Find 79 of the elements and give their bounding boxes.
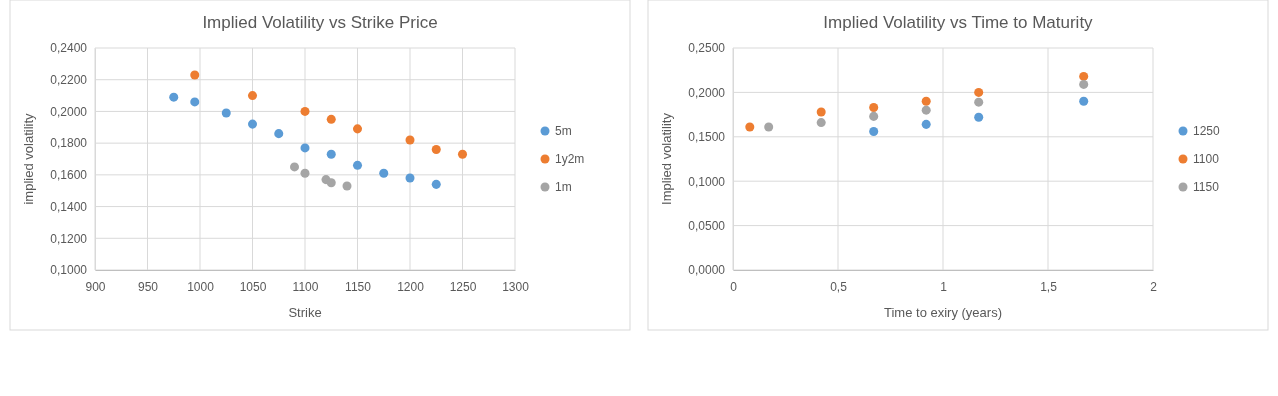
point — [190, 70, 200, 80]
x-axis-title: Strike — [288, 305, 322, 320]
point — [974, 97, 984, 107]
legend-label: 1250 — [1193, 124, 1221, 138]
legend-label: 5m — [555, 124, 572, 138]
point — [816, 107, 826, 117]
legend-label: 1m — [555, 180, 572, 194]
point — [169, 92, 179, 102]
x-tick-label: 1100 — [292, 279, 319, 294]
point — [816, 118, 826, 128]
y-axis-title: implied volatility — [21, 112, 36, 205]
point — [921, 119, 931, 129]
x-tick-label: 1150 — [345, 279, 372, 294]
point — [921, 96, 931, 106]
y-tick-label: 0,2000 — [688, 85, 726, 100]
point — [745, 122, 755, 132]
point — [974, 87, 984, 97]
chart-title: Implied Volatility vs Time to Maturity — [823, 13, 1094, 32]
point — [221, 108, 231, 118]
x-tick-label: 1 — [940, 279, 948, 294]
x-tick-label: 950 — [137, 279, 159, 294]
point — [300, 106, 310, 116]
y-tick-label: 0,1500 — [688, 130, 726, 145]
y-tick-label: 0,1000 — [688, 174, 726, 189]
x-tick-label: 1200 — [397, 279, 425, 294]
point — [869, 126, 879, 136]
y-tick-label: 0,0000 — [688, 263, 726, 278]
y-tick-label: 0,2500 — [688, 41, 726, 56]
x-tick-label: 1300 — [502, 279, 530, 294]
point — [326, 149, 336, 159]
x-tick-label: 1000 — [187, 279, 215, 294]
point — [352, 124, 363, 134]
point — [342, 181, 352, 191]
y-tick-label: 0,1600 — [50, 168, 88, 183]
legend-label: 1y2m — [555, 152, 585, 166]
y-tick-label: 0,1400 — [50, 199, 88, 214]
point — [190, 97, 200, 107]
y-tick-label: 0,2400 — [50, 41, 88, 56]
point — [300, 143, 310, 153]
point — [274, 129, 284, 139]
point — [921, 105, 931, 115]
legend-label: 1150 — [1193, 180, 1220, 194]
x-axis-title: Time to exiry (years) — [884, 305, 1002, 320]
point — [300, 168, 310, 178]
legend-label: 1100 — [1193, 152, 1220, 166]
y-tick-label: 0,2000 — [50, 104, 88, 119]
x-tick-label: 2 — [1150, 279, 1158, 294]
y-tick-label: 0,2200 — [50, 73, 88, 88]
point — [1079, 79, 1089, 89]
point — [431, 179, 441, 189]
point — [289, 162, 300, 172]
point — [431, 144, 441, 154]
y-tick-label: 0,1000 — [50, 263, 88, 278]
point — [869, 102, 879, 112]
point — [974, 112, 984, 122]
point — [1079, 71, 1089, 81]
point — [326, 178, 336, 188]
point — [405, 135, 415, 145]
x-tick-label: 900 — [85, 279, 106, 294]
x-tick-label: 0,5 — [830, 279, 848, 294]
y-tick-label: 0,0500 — [688, 218, 726, 233]
point — [326, 114, 336, 124]
x-tick-label: 0 — [730, 279, 738, 294]
y-tick-label: 0,1200 — [50, 231, 88, 246]
y-tick-label: 0,1800 — [50, 136, 88, 151]
point — [764, 122, 774, 132]
y-axis-title: Implied volatility — [659, 112, 674, 205]
x-tick-label: 1050 — [239, 279, 267, 294]
point — [1079, 96, 1089, 106]
point — [247, 91, 258, 101]
x-tick-label: 1250 — [449, 279, 477, 294]
point — [247, 119, 258, 129]
point — [405, 173, 415, 183]
chart-title: Implied Volatility vs Strike Price — [202, 13, 438, 32]
point — [457, 149, 468, 159]
point — [869, 111, 879, 121]
point — [352, 160, 363, 170]
x-tick-label: 1,5 — [1040, 279, 1058, 294]
point — [379, 168, 389, 178]
